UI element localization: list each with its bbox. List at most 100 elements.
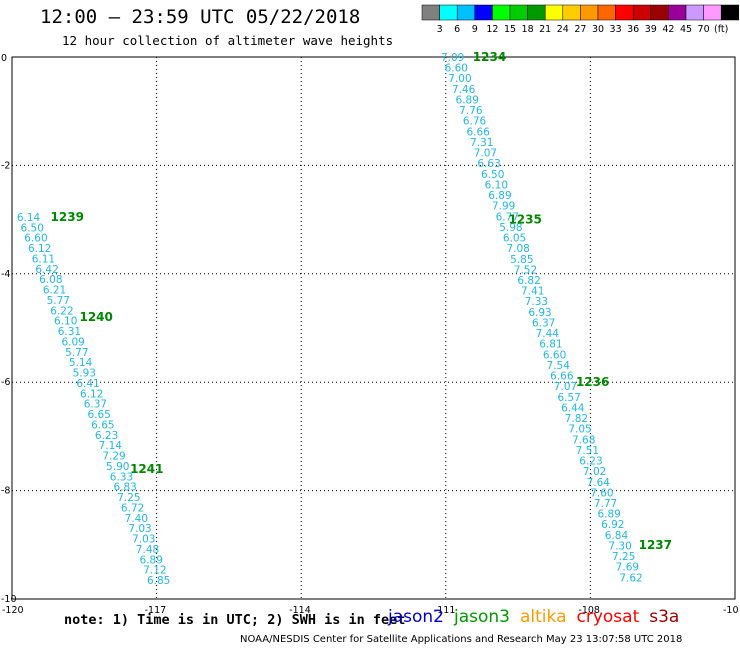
footer-credit: NOAA/NESDIS Center for Satellite Applica…: [240, 634, 683, 645]
satellite-legend-item: altika: [520, 607, 567, 627]
satellite-legend: jason2 jason3 altika cryosat s3a: [388, 607, 689, 627]
wave-height-value: 6.89: [456, 94, 479, 106]
wave-height-value: 7.14: [99, 440, 123, 452]
wave-height-value: 7.62: [619, 572, 642, 584]
wave-height-value: 7.68: [572, 434, 595, 446]
color-scale-label: 45: [680, 24, 692, 35]
track-label: 1236: [576, 375, 609, 389]
color-scale-label: 12: [486, 24, 498, 35]
wave-height-value: 6.23: [95, 430, 118, 442]
wave-height-value: 6.31: [58, 326, 81, 338]
wave-height-value: 6.84: [605, 530, 629, 542]
wave-height-value: 5.90: [106, 461, 129, 473]
wave-height-value: 7.40: [125, 513, 148, 525]
wave-height-value: 6.89: [488, 190, 511, 202]
wave-height-value: 7.99: [492, 201, 515, 213]
wave-height-value: 7.46: [452, 84, 476, 96]
wave-height-value: 6.21: [43, 285, 66, 297]
wave-height-value: 7.25: [117, 492, 140, 504]
y-tick-label: -10: [1, 594, 17, 605]
color-scale-swatch: [720, 4, 740, 21]
wave-height-value: 6.60: [24, 233, 47, 245]
wave-height-value: 6.44: [561, 402, 585, 414]
wave-height-value: 7.02: [583, 466, 606, 478]
wave-height-value: 6.05: [503, 233, 526, 245]
wave-height-value: 6.60: [445, 63, 468, 75]
x-tick-label: -120: [2, 605, 24, 616]
wave-height-value: 5.77: [47, 295, 70, 307]
wave-height-value: 6.77: [496, 211, 519, 223]
track-label: 1239: [51, 210, 84, 224]
wave-height-value: 7.31: [470, 137, 493, 149]
plot-frame: [11, 56, 736, 600]
x-tick-label: -10: [723, 605, 739, 616]
color-scale-label: 18: [522, 24, 534, 35]
wave-height-value: 6.42: [35, 264, 58, 276]
wave-height-value: 6.33: [110, 471, 133, 483]
wave-height-value: 6.11: [32, 253, 55, 265]
y-tick-label: -4: [1, 269, 10, 280]
wave-height-value: 6.82: [517, 275, 540, 287]
wave-height-value: 6.50: [481, 169, 504, 181]
wave-height-value: 7.00: [448, 73, 471, 85]
wave-height-value: 6.76: [463, 116, 487, 128]
wave-height-value: 6.50: [21, 222, 44, 234]
wave-height-value: 6.72: [121, 502, 144, 514]
wave-height-value: 7.76: [459, 105, 483, 117]
wave-height-value: 6.41: [76, 378, 99, 390]
wave-height-value: 7.30: [608, 540, 631, 552]
track-label: 1241: [130, 462, 163, 476]
footer-note: note: 1) Time is in UTC; 2) SWH is in fe…: [64, 612, 406, 628]
color-scale-label: 36: [627, 24, 639, 35]
page-title: 12:00 – 23:59 UTC 05/22/2018: [40, 6, 361, 28]
color-scale-label: 33: [610, 24, 622, 35]
wave-height-value: 6.81: [539, 339, 562, 351]
x-tick-label: -108: [578, 605, 600, 616]
wave-height-value: 7.12: [143, 565, 166, 577]
wave-height-value: 6.92: [601, 519, 624, 531]
wave-height-value: 6.89: [597, 509, 620, 521]
wave-height-value: 6.85: [147, 575, 170, 587]
wave-height-value: 7.44: [536, 328, 560, 340]
color-scale-label: 30: [592, 24, 604, 35]
track-label: 1237: [639, 538, 672, 552]
wave-height-value: 7.54: [547, 360, 571, 372]
wave-height-value: 6.63: [477, 158, 500, 170]
wave-height-value: 6.10: [54, 316, 77, 328]
wave-height-value: 5.85: [510, 254, 533, 266]
x-tick-label: -117: [145, 605, 167, 616]
color-scale-label: (ft): [714, 24, 728, 35]
wave-height-value: 7.03: [128, 523, 151, 535]
wave-height-value: 7.64: [587, 477, 611, 489]
wave-height-value: 5.14: [69, 357, 93, 369]
wave-height-value: 7.77: [594, 498, 617, 510]
color-scale-label: 6: [454, 24, 460, 35]
wave-height-value: 6.57: [557, 392, 580, 404]
wave-height-value: 6.37: [532, 317, 555, 329]
wave-height-value: 6.10: [485, 179, 508, 191]
wave-height-value: 7.60: [590, 487, 613, 499]
wave-height-value: 6.66: [550, 371, 574, 383]
y-tick-label: -8: [1, 486, 10, 497]
wave-height-value: 7.29: [102, 451, 125, 463]
wave-height-value: 6.12: [80, 388, 103, 400]
satellite-legend-item: cryosat: [576, 607, 640, 627]
wave-height-value: 7.03: [132, 534, 155, 546]
wave-height-value: 7.05: [568, 424, 591, 436]
wave-height-value: 6.37: [84, 399, 107, 411]
x-tick-label: -111: [434, 605, 456, 616]
wave-height-value: 6.08: [39, 274, 62, 286]
wave-height-value: 6.22: [50, 305, 73, 317]
page-subtitle: 12 hour collection of altimeter wave hei…: [62, 33, 394, 48]
wave-height-value: 5.77: [65, 347, 88, 359]
color-scale-label: 3: [437, 24, 443, 35]
wave-height-value: 6.89: [140, 554, 163, 566]
wave-height-value: 6.09: [61, 336, 84, 348]
wave-height-value: 6.93: [528, 307, 551, 319]
color-scale-label: 42: [662, 24, 674, 35]
track-label: 1234: [473, 50, 506, 64]
wave-height-value: 7.07: [554, 381, 577, 393]
color-scale-legend: 3 6 9 12 15 18 21 24 27 30 33 36 39 42 45 70 (ft): [421, 4, 740, 35]
wave-height-value: 7.48: [136, 544, 159, 556]
color-scale-label: 27: [574, 24, 586, 35]
